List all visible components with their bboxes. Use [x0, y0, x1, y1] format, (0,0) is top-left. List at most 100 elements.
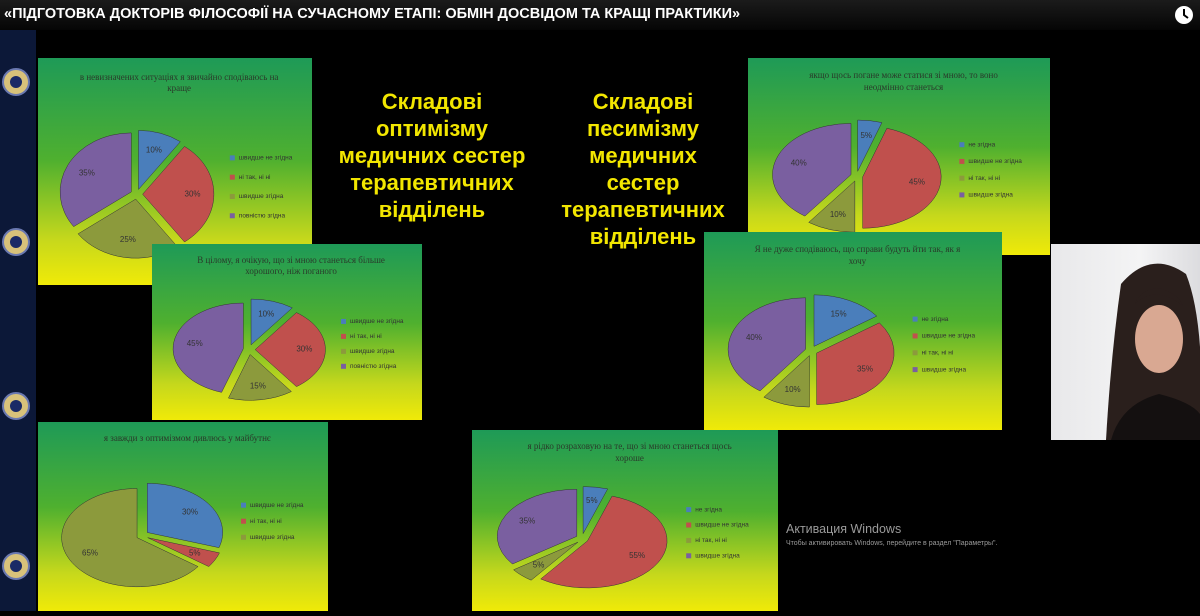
- chart-title: Я не дуже сподіваюсь, що справи будуть й…: [754, 243, 961, 266]
- pie-slice: [813, 294, 878, 347]
- slice-label: 45%: [909, 178, 925, 187]
- slice-label: 5%: [586, 496, 598, 505]
- legend-label: ні так, ні ні: [239, 173, 271, 181]
- legend-swatch: [959, 158, 965, 164]
- slice-label: 10%: [830, 210, 846, 219]
- slice-label: 35%: [857, 365, 873, 374]
- slice-label: 5%: [533, 561, 545, 570]
- heading-line: медичних сестер: [338, 143, 526, 168]
- logos: [2, 68, 30, 580]
- slice-label: 10%: [146, 145, 162, 154]
- legend-swatch: [912, 367, 918, 373]
- heading-line: терапевтичних: [561, 197, 725, 222]
- slice-label: 10%: [785, 385, 801, 394]
- chart-title: В цілому, я очікую, що зі мною станеться…: [197, 254, 385, 277]
- slice-label: 5%: [860, 131, 872, 140]
- pie-slice: [816, 322, 895, 405]
- legend-swatch: [241, 534, 246, 540]
- pie-slice: [228, 354, 292, 401]
- heading-line: медичних: [589, 143, 697, 168]
- chart: 10% 30% 15% 45% швидше не згідна ні так, ні н…: [152, 244, 422, 420]
- chart: 30% 5% 65% швидше не згідна ні так, ні ні шви…: [38, 422, 328, 611]
- legend-swatch: [229, 213, 235, 219]
- sidebar: [0, 30, 36, 611]
- chart-title: я рідко розраховую на те, що зі мною ста…: [527, 440, 732, 463]
- chart: 5% 55% 5% 35% не згідна швидше не згідна ні та…: [472, 430, 778, 611]
- legend-label: швидше згідна: [968, 191, 1013, 199]
- legend-label: швидше не згідна: [695, 521, 749, 529]
- slice-label: 25%: [120, 235, 136, 244]
- legend-label: не згідна: [968, 140, 995, 148]
- heading-line: Складові: [381, 89, 483, 114]
- legend-swatch: [959, 142, 965, 148]
- pie-slice: [763, 354, 810, 408]
- pie-slice: [513, 541, 579, 581]
- chart-plot: 5% 45% 10% 40% не згідна швидше не згідна ні т…: [772, 119, 1022, 233]
- heading-line: терапевтичних: [350, 170, 514, 195]
- slice-label: 65%: [82, 548, 98, 557]
- legend-label: швидше не згідна: [968, 157, 1022, 165]
- legend-swatch: [912, 350, 918, 356]
- chart-title: в невизначених ситуаціях я звичайно спод…: [79, 71, 279, 94]
- chart-plot: 5% 55% 5% 35% не згідна швидше не згідна ні та…: [497, 486, 749, 589]
- chart-plot: 15% 35% 10% 40% не згідна швидше не згідна ні …: [727, 294, 976, 408]
- watermark-title: Активация Windows: [786, 522, 902, 536]
- heading-line: відділень: [378, 197, 486, 222]
- slice-label: 30%: [182, 507, 198, 516]
- legend-label: не згідна: [695, 505, 722, 513]
- heading-line: оптимізму: [375, 116, 489, 141]
- legend-label: швидше згідна: [695, 552, 740, 560]
- legend-swatch: [229, 193, 235, 199]
- legend-swatch: [341, 363, 346, 369]
- legend-swatch: [341, 333, 346, 339]
- video-title: «ПІДГОТОВКА ДОКТОРІВ ФІЛОСОФІЇ НА СУЧАСН…: [4, 6, 741, 22]
- pie-slice: [540, 495, 668, 589]
- slice-label: 45%: [187, 339, 203, 348]
- heading-line: песимізму: [587, 116, 699, 141]
- watermark-text: Чтобы активировать Windows, перейдите в …: [786, 540, 998, 547]
- legend-swatch: [686, 507, 692, 513]
- pie-slice: [727, 297, 806, 392]
- legend-swatch: [959, 175, 965, 181]
- slice-label: 5%: [189, 548, 201, 557]
- slice-label: 15%: [831, 309, 847, 318]
- speaker: [1106, 263, 1200, 440]
- legend-label: швидше згідна: [350, 347, 395, 355]
- slice-label: 35%: [79, 168, 95, 177]
- chart: 15% 35% 10% 40% не згідна швидше не згідна ні …: [704, 232, 1002, 430]
- pie-slice: [862, 127, 942, 229]
- slice-label: 30%: [185, 189, 201, 198]
- heading-optimism: Складові оптимізму медичних сестер терапевт…: [322, 88, 542, 223]
- legend-swatch: [686, 537, 692, 543]
- legend-swatch: [229, 155, 235, 161]
- legend-label: повністю згідна: [350, 362, 397, 370]
- legend-swatch: [229, 174, 235, 180]
- legend-label: швидше не згідна: [922, 332, 976, 340]
- pie-slice: [857, 119, 883, 172]
- chart-plot: 30% 5% 65% швидше не згідна ні так, ні ні шви…: [61, 483, 304, 588]
- legend-label: ні так, ні ні: [922, 348, 954, 356]
- slice-label: 30%: [296, 345, 312, 354]
- legend-label: швидше згідна: [922, 365, 967, 373]
- legend-label: ні так, ні ні: [968, 174, 1000, 182]
- webcam: [1051, 244, 1200, 440]
- slice-label: 40%: [746, 333, 762, 342]
- legend-label: ні так, ні ні: [695, 536, 727, 544]
- chart-plot: 10% 30% 25% 35% швидше не згідна ні так, ні н…: [59, 130, 293, 259]
- windows-watermark: Активация Windows Чтобы активировать Win…: [786, 522, 1016, 548]
- heading-line: Складові: [592, 89, 694, 114]
- slice-label: 10%: [258, 309, 274, 318]
- legend-swatch: [341, 348, 346, 354]
- pie-slice: [59, 132, 132, 227]
- slice-label: 15%: [250, 381, 266, 390]
- video-title-bar: «ПІДГОТОВКА ДОКТОРІВ ФІЛОСОФІЇ НА СУЧАСН…: [0, 0, 1200, 30]
- chart-title: якщо щось погане може статися зі мною, т…: [809, 69, 998, 92]
- legend-swatch: [912, 316, 918, 322]
- pie-slice: [142, 146, 215, 243]
- pie-slice: [582, 486, 609, 534]
- legend-label: швидше не згідна: [239, 154, 293, 162]
- heading-pessimism: Складові песимізму медичних сестер терапевти…: [533, 88, 753, 250]
- watch-later-icon[interactable]: [1174, 5, 1194, 25]
- slice-label: 40%: [791, 159, 807, 168]
